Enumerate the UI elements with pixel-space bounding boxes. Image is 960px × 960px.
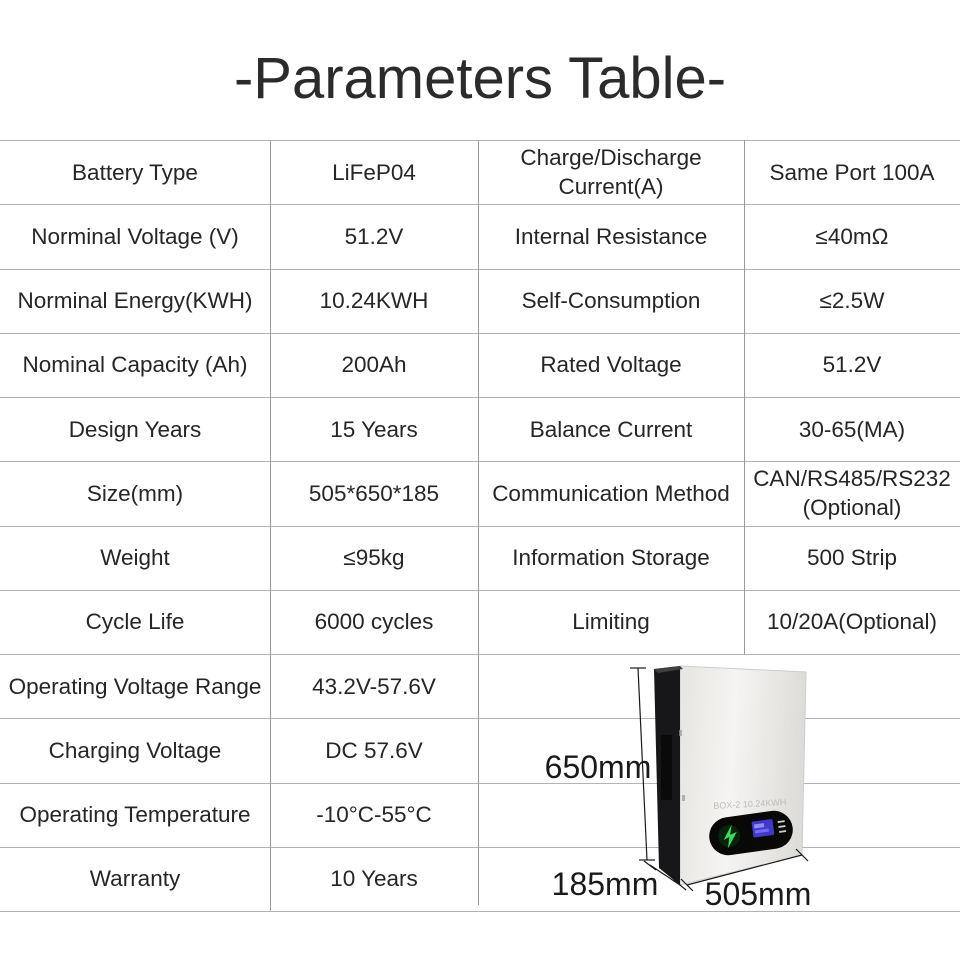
svg-text:505mm: 505mm — [705, 876, 812, 912]
svg-text:650mm: 650mm — [545, 749, 652, 785]
svg-text:185mm: 185mm — [552, 866, 659, 902]
